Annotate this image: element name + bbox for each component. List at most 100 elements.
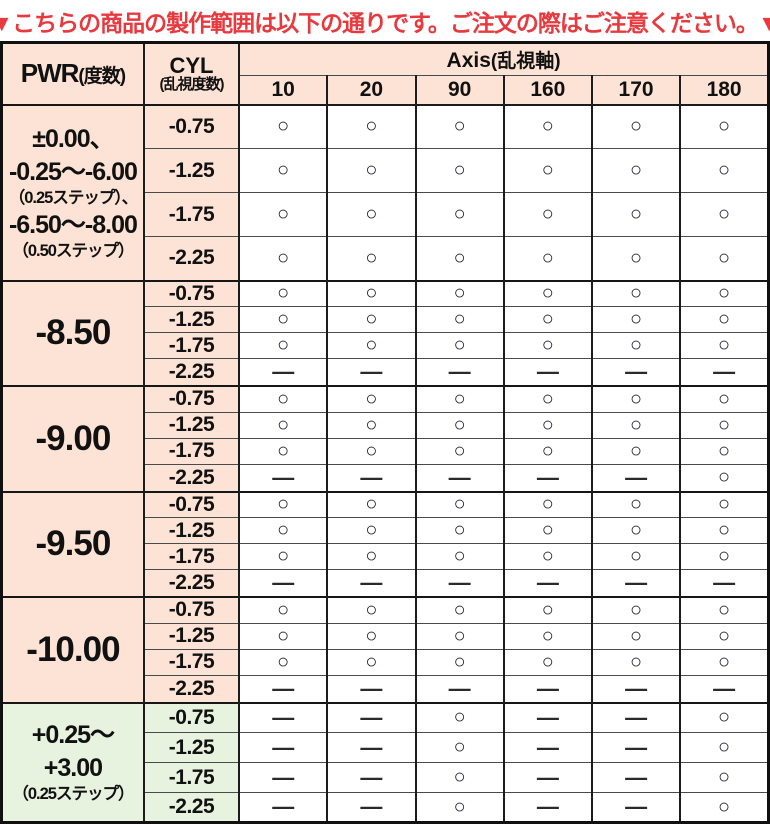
- availability-mark-available: ○: [502, 490, 593, 518]
- availability-mark-available: ○: [238, 490, 329, 518]
- axis-label-sub: (乱視軸): [490, 51, 561, 72]
- availability-mark-available: ○: [679, 490, 770, 518]
- availability-mark-available: ○: [238, 236, 329, 281]
- cyl-label-sub: (乱視度数): [159, 76, 224, 94]
- availability-mark-available: ○: [414, 490, 505, 518]
- availability-mark-available: ○: [414, 103, 505, 149]
- availability-mark-unavailable: —: [238, 569, 329, 598]
- availability-mark-available: ○: [238, 306, 329, 333]
- cyl-value-cell: -0.75: [142, 279, 241, 307]
- table-row: -1.75 ○ ○ ○ ○ ○ ○: [2, 192, 770, 237]
- availability-mark-available: ○: [414, 279, 505, 307]
- availability-mark-available: ○: [590, 517, 682, 544]
- availability-mark-available: ○: [502, 543, 593, 570]
- availability-mark-available: ○: [590, 192, 682, 237]
- availability-mark-available: ○: [679, 463, 770, 492]
- availability-mark-available: ○: [414, 762, 505, 793]
- availability-mark-unavailable: —: [238, 701, 329, 733]
- availability-mark-available: ○: [326, 517, 417, 544]
- availability-mark-available: ○: [414, 792, 505, 823]
- table-row: -1.75— — ○ — — ○: [2, 762, 770, 793]
- pwr-range-line: +0.25〜: [31, 721, 115, 750]
- pwr-label-sub: (度数): [78, 66, 126, 88]
- table-row: -1.25 ○ ○ ○ ○ ○ ○: [2, 622, 770, 650]
- availability-mark-available: ○: [590, 103, 682, 149]
- availability-mark-available: ○: [414, 437, 505, 465]
- pwr-column-header: PWR(度数): [0, 42, 145, 105]
- axis-values-row: 10 20 90 160 170 180: [2, 75, 770, 106]
- cyl-value-cell: -1.25: [142, 732, 241, 763]
- availability-mark-available: ○: [679, 103, 770, 149]
- availability-mark-available: ○: [238, 332, 329, 359]
- availability-mark-available: ○: [679, 701, 770, 733]
- availability-mark-unavailable: —: [679, 674, 770, 703]
- cyl-value-cell: -1.25: [142, 411, 241, 439]
- axis-column-header: Axis(乱視軸): [238, 42, 770, 76]
- table-row: -2.25— — — — — —: [2, 674, 770, 703]
- availability-mark-available: ○: [326, 596, 417, 624]
- availability-mark-available: ○: [238, 279, 329, 307]
- availability-mark-available: ○: [502, 236, 593, 281]
- availability-mark-available: ○: [590, 332, 682, 359]
- availability-mark-available: ○: [414, 385, 505, 413]
- availability-mark-unavailable: —: [679, 569, 770, 598]
- availability-mark-available: ○: [326, 148, 417, 193]
- cyl-value-cell: -1.75: [142, 543, 241, 570]
- availability-mark-available: ○: [502, 306, 593, 333]
- availability-mark-available: ○: [679, 192, 770, 237]
- availability-mark-available: ○: [679, 517, 770, 544]
- pwr-range-line: -9.00: [35, 418, 112, 458]
- availability-mark-available: ○: [679, 279, 770, 307]
- cyl-value-cell: -2.25: [142, 463, 241, 492]
- availability-mark-available: ○: [502, 596, 593, 624]
- cyl-value-cell: -2.25: [142, 792, 241, 823]
- pwr-range-line: （0.25ステップ）: [12, 785, 134, 804]
- availability-mark-available: ○: [326, 279, 417, 307]
- availability-mark-unavailable: —: [590, 792, 682, 823]
- availability-mark-unavailable: —: [414, 463, 505, 492]
- pwr-range-cell: -10.00: [0, 596, 145, 703]
- availability-mark-available: ○: [502, 279, 593, 307]
- cyl-value-cell: -1.25: [142, 517, 241, 544]
- table-row: -2.25— — ○ — — ○: [2, 792, 770, 823]
- pwr-range-cell: -9.50: [0, 490, 145, 598]
- availability-mark-available: ○: [590, 596, 682, 624]
- availability-mark-available: ○: [238, 437, 329, 465]
- availability-mark-unavailable: —: [502, 701, 593, 733]
- availability-mark-unavailable: —: [414, 358, 505, 387]
- availability-mark-available: ○: [590, 306, 682, 333]
- availability-mark-available: ○: [590, 543, 682, 570]
- cyl-value-cell: -0.75: [142, 385, 241, 413]
- availability-mark-available: ○: [679, 648, 770, 676]
- cyl-value-cell: -1.75: [142, 437, 241, 465]
- availability-mark-available: ○: [502, 622, 593, 650]
- cyl-value-cell: -2.25: [142, 358, 241, 387]
- availability-mark-available: ○: [502, 332, 593, 359]
- cyl-value-cell: -0.75: [142, 596, 241, 624]
- availability-mark-available: ○: [238, 103, 329, 149]
- availability-mark-available: ○: [590, 490, 682, 518]
- pwr-range-cell: ±0.00、 -0.25〜-6.00 （0.25ステップ）、 -6.50〜-8.00 （…: [0, 103, 145, 281]
- table-row: -2.25 ○ ○ ○ ○ ○ ○: [2, 236, 770, 281]
- table-row: -1.75 ○ ○ ○ ○ ○ ○: [2, 648, 770, 676]
- table-row: -1.75 ○ ○ ○ ○ ○ ○: [2, 437, 770, 465]
- availability-mark-available: ○: [238, 192, 329, 237]
- availability-mark-available: ○: [414, 411, 505, 439]
- availability-mark-available: ○: [238, 622, 329, 650]
- availability-mark-available: ○: [414, 236, 505, 281]
- table-row: -1.25— — ○ — — ○: [2, 732, 770, 763]
- production-range-table: PWR(度数) CYL (乱視度数) Axis(乱視軸) 10 20 90 160 170…: [0, 41, 770, 824]
- availability-mark-available: ○: [502, 385, 593, 413]
- availability-mark-available: ○: [590, 236, 682, 281]
- table-header: PWR(度数) CYL (乱視度数) Axis(乱視軸) 10 20 90 160 170…: [0, 42, 770, 106]
- availability-mark-available: ○: [679, 762, 770, 793]
- availability-mark-available: ○: [414, 732, 505, 763]
- availability-mark-unavailable: —: [679, 358, 770, 387]
- availability-mark-available: ○: [414, 192, 505, 237]
- availability-mark-available: ○: [590, 148, 682, 193]
- availability-mark-available: ○: [590, 411, 682, 439]
- availability-mark-available: ○: [590, 648, 682, 676]
- availability-mark-unavailable: —: [590, 358, 682, 387]
- cyl-value-cell: -1.75: [142, 192, 241, 237]
